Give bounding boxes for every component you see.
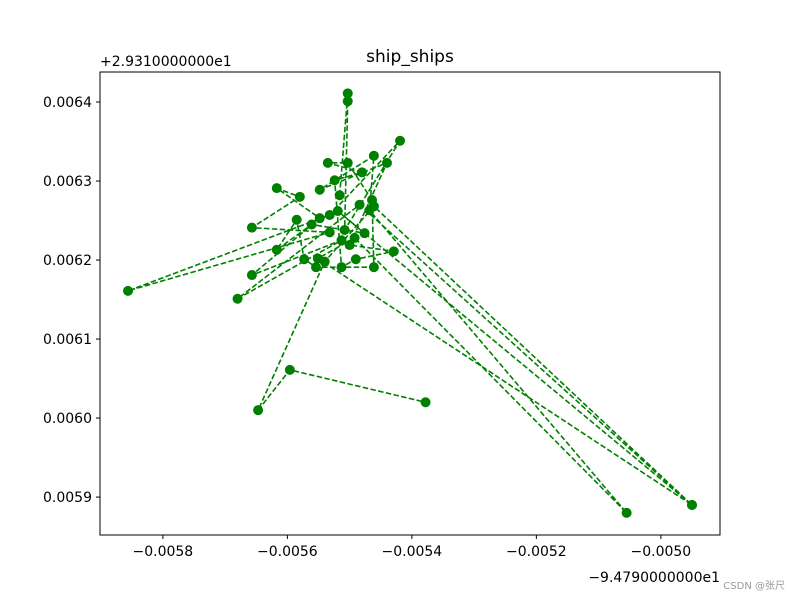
data-point [294, 191, 305, 202]
data-point [359, 228, 370, 239]
data-point [299, 254, 310, 265]
y-tick-label: 0.0061 [43, 332, 92, 348]
data-point [332, 206, 343, 217]
x-tick-label: −0.0056 [257, 544, 318, 560]
data-point [291, 214, 302, 225]
data-point [342, 88, 353, 99]
data-point [271, 183, 282, 194]
data-point [368, 201, 379, 212]
data-point [334, 190, 345, 201]
y-offset-label: +2.9310000000e1 [100, 54, 232, 70]
data-point [253, 405, 264, 416]
data-point [246, 222, 257, 233]
y-tick-label: 0.0064 [43, 95, 92, 111]
data-point [342, 96, 353, 107]
chart-title: ship_ships [366, 47, 454, 67]
y-tick-label: 0.0059 [43, 490, 92, 506]
data-point [344, 240, 355, 251]
data-point [336, 262, 347, 273]
data-point [395, 135, 406, 146]
data-point [123, 285, 134, 296]
data-point [420, 397, 431, 408]
data-point [686, 499, 697, 510]
x-tick-label: −0.0052 [506, 544, 567, 560]
data-point [324, 227, 335, 238]
y-tick-label: 0.0063 [43, 174, 92, 190]
watermark: CSDN @张尺 [723, 580, 785, 592]
data-point [621, 507, 632, 518]
data-point [350, 254, 361, 265]
data-point [368, 262, 379, 273]
data-point [246, 270, 257, 281]
data-point [284, 364, 295, 375]
data-point [319, 256, 330, 267]
x-tick-label: −0.0050 [631, 544, 692, 560]
data-point [357, 167, 368, 178]
data-point [324, 210, 335, 221]
y-tick-label: 0.0060 [43, 411, 92, 427]
x-tick-label: −0.0058 [133, 544, 194, 560]
x-tick-label: −0.0054 [382, 544, 443, 560]
y-tick-label: 0.0062 [43, 253, 92, 269]
data-point [314, 213, 325, 224]
data-point [271, 244, 282, 255]
data-point [368, 150, 379, 161]
data-point [388, 246, 399, 257]
data-line [127, 93, 693, 514]
data-point [381, 157, 392, 168]
data-point [314, 184, 325, 195]
plot-frame [99, 71, 721, 536]
data-point [322, 157, 333, 168]
data-point [349, 232, 360, 243]
data-point [339, 225, 350, 236]
data-point [232, 293, 243, 304]
data-point [336, 235, 347, 246]
x-offset-label: −9.4790000000e1 [588, 570, 720, 586]
data-point [329, 175, 340, 186]
data-point [342, 157, 353, 168]
data-point [306, 219, 317, 230]
data-point [354, 199, 365, 210]
data-point [311, 262, 322, 273]
